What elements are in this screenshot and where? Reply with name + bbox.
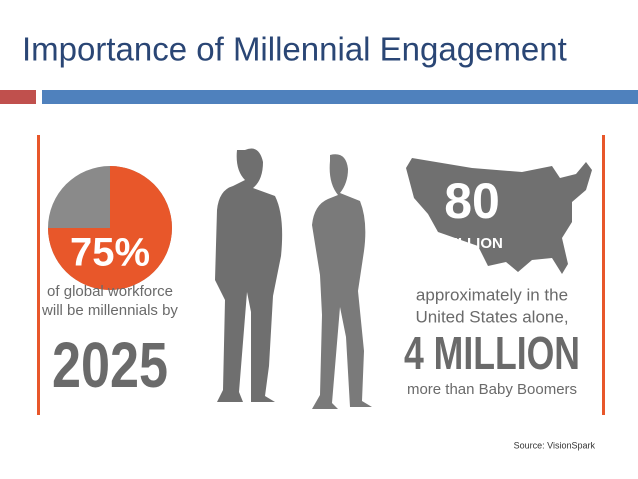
slide-title: Importance of Millennial Engagement <box>22 31 567 68</box>
text: United States alone, <box>415 307 568 326</box>
text: approximately in the <box>416 285 568 304</box>
accent-bar <box>0 90 36 104</box>
silhouette <box>215 148 283 402</box>
source: Source: VisionSpark <box>514 440 596 450</box>
text: will be millennials by <box>41 302 178 319</box>
pie <box>48 166 172 290</box>
header-bar <box>42 90 638 104</box>
silhouette <box>312 154 372 409</box>
year: 2025 <box>52 329 168 401</box>
text: of global workforce <box>47 283 173 300</box>
pie-label: 75% <box>70 231 150 275</box>
divider <box>37 135 40 415</box>
pie-slice <box>48 166 172 290</box>
text: more than Baby Boomers <box>407 381 577 398</box>
us-map <box>406 158 592 274</box>
unit: MILLION <box>441 235 503 252</box>
divider <box>602 135 605 415</box>
big-number: 4 MILLION <box>404 327 580 379</box>
big-number: 80 <box>444 173 500 229</box>
